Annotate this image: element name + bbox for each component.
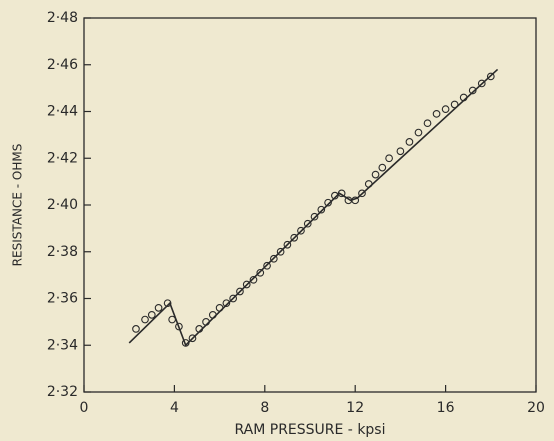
data-point <box>396 147 405 156</box>
data-point <box>310 212 319 221</box>
data-point <box>468 86 477 95</box>
y-tick-label: 2·44 <box>47 104 78 120</box>
y-axis-label: RESISTANCE - OHMS <box>11 144 25 267</box>
x-tick-label: 8 <box>260 400 269 416</box>
data-point <box>154 304 163 312</box>
fit-line <box>128 68 499 347</box>
data-point <box>249 275 258 284</box>
data-point <box>385 154 393 163</box>
data-point <box>256 268 265 277</box>
x-tick-label: 16 <box>437 400 455 416</box>
data-point <box>147 311 156 319</box>
data-point <box>324 198 332 207</box>
x-tick-label: 0 <box>80 400 89 416</box>
data-point <box>132 325 140 333</box>
x-tick-label: 4 <box>170 400 179 416</box>
y-tick-label: 2·42 <box>47 150 78 166</box>
data-point <box>371 170 380 179</box>
data-point <box>141 315 149 324</box>
y-tick-label: 2·38 <box>47 244 78 260</box>
x-tick-label: 12 <box>346 400 364 416</box>
y-tick-label: 2·48 <box>47 10 78 26</box>
y-tick-label: 2·36 <box>47 291 78 307</box>
y-tick-label: 2·32 <box>47 384 78 400</box>
data-point <box>317 205 326 214</box>
y-tick-label: 2·40 <box>47 197 78 213</box>
data-point <box>331 191 339 200</box>
data-point <box>405 138 414 146</box>
data-point <box>423 119 432 128</box>
data-point <box>222 299 231 308</box>
data-point <box>432 109 441 118</box>
plot-frame <box>83 17 537 393</box>
data-point <box>378 163 387 172</box>
y-tick-label: 2·34 <box>47 337 78 353</box>
x-axis-label: RAM PRESSURE - kpsi <box>234 422 385 438</box>
data-point <box>441 105 450 114</box>
y-tick-label: 2·46 <box>47 57 78 73</box>
data-point <box>414 128 423 137</box>
x-tick-label: 20 <box>527 400 545 416</box>
